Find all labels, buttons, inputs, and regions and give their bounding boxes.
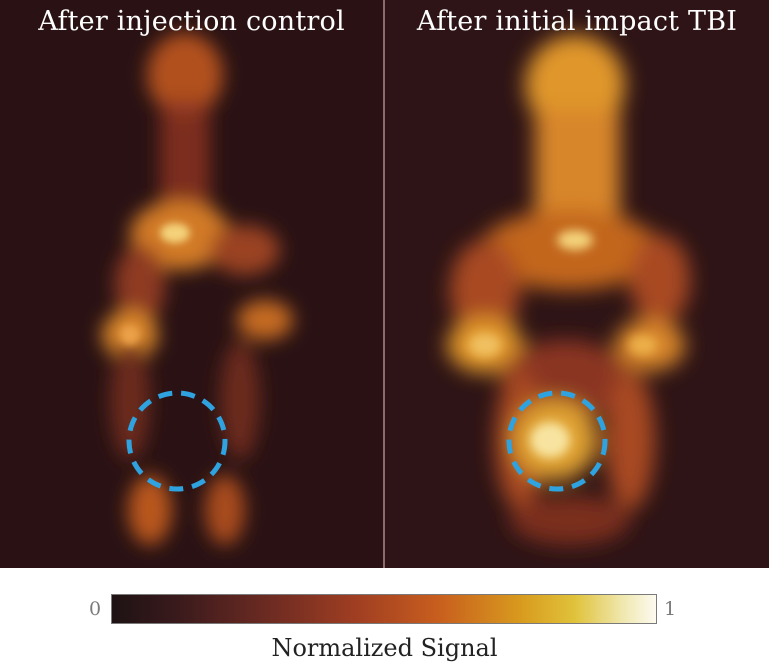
control-panel-title: After injection control xyxy=(38,6,345,37)
colorbar xyxy=(111,594,657,624)
roi-circle-tbi xyxy=(506,390,608,492)
control-scan-image xyxy=(0,0,383,568)
tbi-scan-panel: After initial impact TBI xyxy=(385,0,769,568)
roi-circle-control xyxy=(126,390,228,492)
control-scan-panel: After injection control xyxy=(0,0,383,568)
colorbar-max-label: 1 xyxy=(664,598,677,620)
panel-divider xyxy=(383,0,385,568)
colorbar-label: Normalized Signal xyxy=(271,634,498,662)
tbi-scan-image xyxy=(385,0,769,568)
colorbar-min-label: 0 xyxy=(89,598,102,620)
tbi-panel-title: After initial impact TBI xyxy=(416,6,738,37)
